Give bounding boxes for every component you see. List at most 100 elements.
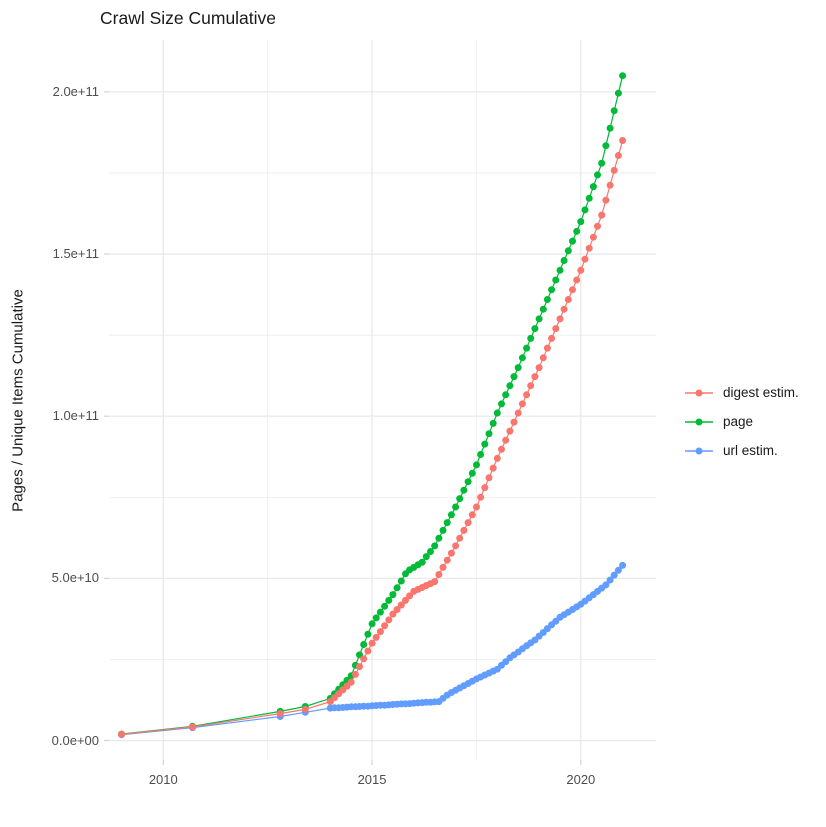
data-point (535, 315, 543, 323)
data-point (118, 730, 125, 738)
data-point (493, 409, 501, 417)
data-point (610, 166, 618, 174)
data-point (518, 354, 526, 362)
data-point (606, 576, 614, 584)
data-point (560, 305, 568, 313)
series-points-digest-estim- (118, 137, 627, 738)
data-point (614, 152, 622, 159)
data-point (443, 556, 451, 564)
data-point (481, 484, 489, 492)
data-point (473, 461, 480, 469)
data-point (439, 563, 447, 571)
data-point (598, 211, 606, 219)
data-point (581, 206, 589, 214)
data-point (569, 237, 576, 245)
data-point (397, 601, 405, 609)
y-tick-label: 2.0e+11 (52, 83, 99, 99)
data-point (485, 474, 493, 482)
data-point (489, 464, 497, 472)
data-point (564, 247, 572, 255)
data-point (493, 454, 501, 462)
x-tick-label: 2015 (357, 772, 387, 787)
data-point (577, 266, 585, 274)
legend-key-digest-estim-icon (685, 389, 713, 396)
data-point (364, 630, 372, 638)
data-point (539, 305, 547, 313)
data-point (485, 430, 493, 438)
data-point (548, 334, 556, 342)
data-point (552, 276, 560, 284)
data-point (372, 633, 380, 641)
data-point (602, 196, 610, 204)
data-point (564, 296, 572, 303)
data-point (427, 548, 434, 555)
data-point (619, 72, 627, 80)
data-point (431, 542, 439, 550)
data-point (473, 503, 480, 511)
data-point (527, 334, 535, 342)
legend-label-page: page (723, 414, 754, 429)
data-point (452, 542, 460, 550)
series-points-url-estim- (118, 561, 627, 739)
data-point (543, 344, 551, 352)
data-point (397, 577, 405, 585)
data-point (372, 614, 380, 622)
data-point (468, 469, 476, 477)
data-point (464, 519, 472, 527)
data-point (543, 296, 551, 303)
data-point (594, 171, 601, 179)
x-tick-label: 2020 (566, 772, 596, 787)
data-point (539, 354, 547, 362)
data-point (406, 592, 414, 600)
data-point (577, 218, 585, 226)
data-point (439, 526, 447, 534)
data-point (585, 244, 593, 252)
data-point (347, 678, 355, 686)
data-point (364, 647, 372, 655)
legend-key-page-icon (685, 418, 713, 425)
data-point (510, 373, 518, 381)
series-points-page (118, 72, 627, 738)
legend: digest estim. page url estim. (684, 378, 799, 465)
data-point (514, 409, 522, 417)
data-point (447, 511, 455, 519)
data-point (452, 503, 460, 511)
data-point (489, 419, 497, 427)
data-point (189, 723, 196, 731)
data-point (468, 511, 476, 519)
data-point (447, 549, 455, 557)
data-point (527, 382, 535, 390)
data-point (619, 561, 627, 569)
data-point (402, 596, 409, 604)
data-point (498, 400, 505, 408)
data-point (435, 571, 443, 578)
data-point (276, 710, 284, 718)
data-point (351, 670, 359, 678)
data-point (443, 519, 451, 527)
data-point (548, 286, 556, 294)
data-point (619, 137, 627, 144)
data-point (368, 639, 376, 647)
data-point (602, 142, 610, 150)
legend-item-page: page (684, 407, 799, 436)
data-point (393, 606, 401, 613)
data-point (589, 233, 597, 241)
legend-item-url-estim: url estim. (684, 436, 799, 465)
data-point (418, 558, 426, 566)
data-point (531, 325, 539, 333)
data-point (610, 107, 618, 115)
data-point (523, 344, 531, 352)
data-point (498, 445, 505, 453)
data-point (389, 591, 397, 599)
data-point (477, 451, 485, 458)
data-point (368, 620, 376, 628)
data-point (301, 705, 309, 713)
data-point (431, 578, 439, 586)
data-point (614, 89, 622, 97)
y-tick-label: 1.5e+11 (52, 246, 99, 262)
data-point (360, 641, 368, 648)
data-point (477, 493, 485, 501)
data-point (435, 534, 443, 542)
data-point (556, 266, 564, 274)
